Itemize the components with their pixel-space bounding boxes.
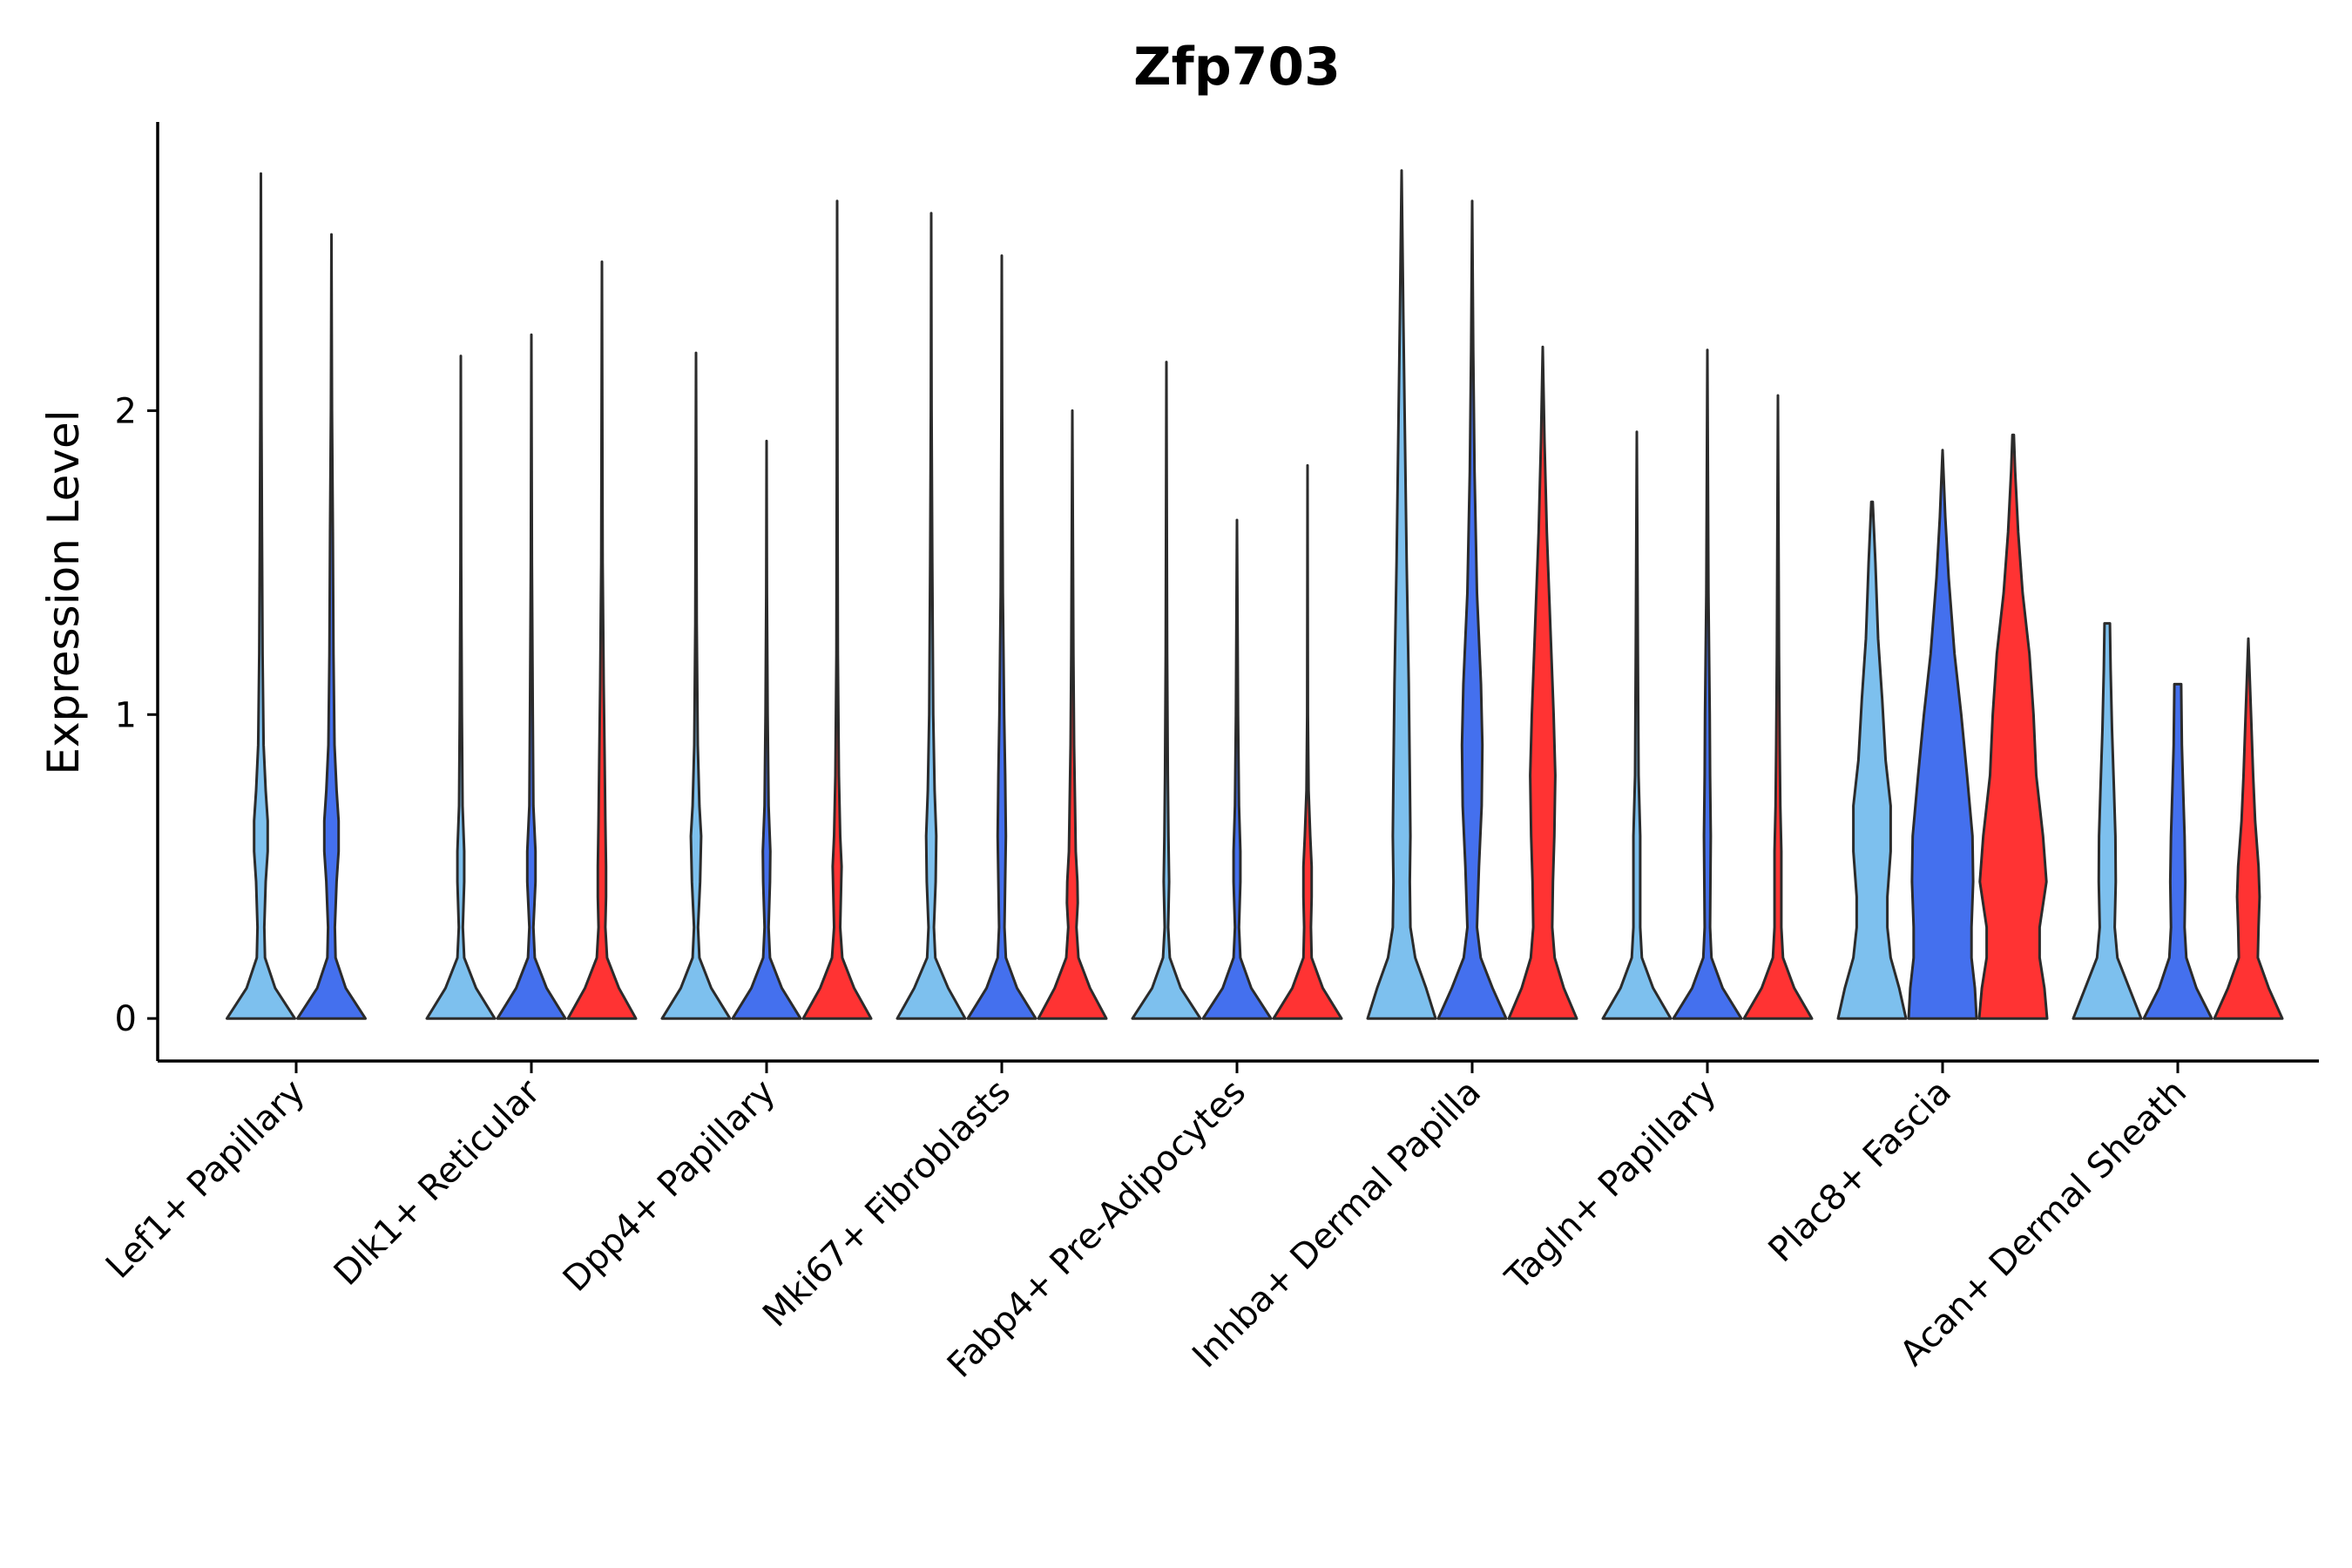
violin-blue xyxy=(1907,449,1978,1020)
x-tick-label: Dpp4+ Papillary xyxy=(556,1072,783,1300)
violin-blue xyxy=(731,439,802,1020)
x-tick-label: Lef1+ Papillary xyxy=(98,1072,313,1287)
violin-light-blue xyxy=(226,172,296,1020)
x-ticks-group: Lef1+ Papillary Dlk1+ Reticular Dpp4+ Papi… xyxy=(98,1061,2194,1386)
violin-red xyxy=(566,260,638,1020)
violin-red xyxy=(1742,394,1814,1020)
violin-blue xyxy=(496,333,567,1020)
violin-red xyxy=(801,199,873,1020)
violin-blue xyxy=(1436,199,1508,1020)
violin-light-blue xyxy=(1131,361,1202,1020)
violin-light-blue xyxy=(660,351,732,1020)
violin-red xyxy=(1037,409,1108,1020)
violin-blue xyxy=(2142,682,2213,1020)
violin-light-blue xyxy=(425,355,497,1020)
x-tick-label: Tagln+ Papillary xyxy=(1497,1072,1724,1299)
violin-red xyxy=(1507,345,1578,1020)
x-tick-label: Dlk1+ Reticular xyxy=(327,1071,549,1294)
violin-blue xyxy=(296,233,367,1020)
violin-light-blue xyxy=(1601,430,1673,1020)
violins-group xyxy=(226,169,2284,1020)
y-tick-label: 2 xyxy=(115,391,137,431)
chart-title: Zfp703 xyxy=(1133,37,1341,98)
violin-blue xyxy=(1672,348,1743,1020)
y-axis-label: Expression Level xyxy=(38,409,89,774)
violin-red xyxy=(1272,463,1343,1020)
x-tick-label: Plac8+ Fascia xyxy=(1761,1072,1960,1271)
y-tick-label: 1 xyxy=(115,695,137,735)
violin-blue xyxy=(1201,518,1273,1020)
violin-light-blue xyxy=(2072,622,2143,1020)
y-ticks-group: 0 1 2 xyxy=(115,391,158,1039)
violin-red xyxy=(2213,637,2284,1020)
violin-light-blue xyxy=(896,212,967,1020)
y-tick-label: 0 xyxy=(115,999,137,1039)
violin-light-blue xyxy=(1836,500,1908,1020)
violin-red xyxy=(1977,433,2049,1020)
x-tick-label: Mki67+ Fibroblasts xyxy=(755,1072,1018,1335)
violin-light-blue xyxy=(1366,169,1437,1020)
violin-blue xyxy=(966,254,1037,1020)
